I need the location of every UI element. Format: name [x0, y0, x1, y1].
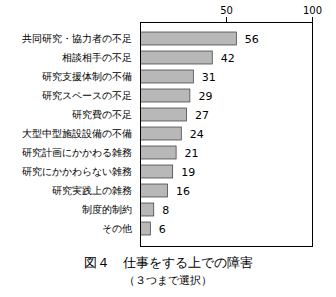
- svg-text:16: 16: [176, 185, 190, 198]
- svg-text:研究計画にかかわる雑務: 研究計画にかかわる雑務: [22, 147, 132, 158]
- svg-text:研究実践上の雑務: 研究実践上の雑務: [52, 185, 132, 196]
- svg-text:56: 56: [245, 33, 259, 46]
- html-text:図４ 仕事をする上での障害: 図４ 仕事をする上での障害: [83, 255, 253, 270]
- svg-text:その他: その他: [102, 223, 132, 234]
- svg-text:8: 8: [162, 204, 169, 217]
- svg-text:研究スペースの不足: 研究スペースの不足: [42, 90, 132, 101]
- svg-text:19: 19: [181, 166, 195, 179]
- svg-text:27: 27: [195, 109, 209, 122]
- svg-text:6: 6: [159, 223, 166, 236]
- svg-text:共同研究・協力者の不足: 共同研究・協力者の不足: [22, 33, 132, 44]
- svg-text:制度的制約: 制度的制約: [82, 204, 132, 215]
- svg-text:24: 24: [190, 128, 204, 141]
- html-text:（３つまで選択）: （３つまで選択）: [124, 274, 212, 287]
- svg-text:研究費の不足: 研究費の不足: [72, 109, 132, 120]
- svg-text:21: 21: [185, 147, 199, 160]
- svg-text:29: 29: [198, 90, 212, 103]
- svg-text:100: 100: [303, 5, 322, 16]
- svg-text:50: 50: [220, 5, 233, 16]
- svg-text:42: 42: [221, 52, 235, 65]
- svg-text:31: 31: [202, 71, 216, 84]
- svg-text:研究にかかわらない雑務: 研究にかかわらない雑務: [22, 166, 132, 177]
- svg-text:大型中型施設設備の不備: 大型中型施設設備の不備: [22, 128, 132, 139]
- svg-text:研究支援体制の不備: 研究支援体制の不備: [42, 71, 132, 82]
- svg-text:相談相手の不足: 相談相手の不足: [62, 52, 132, 63]
